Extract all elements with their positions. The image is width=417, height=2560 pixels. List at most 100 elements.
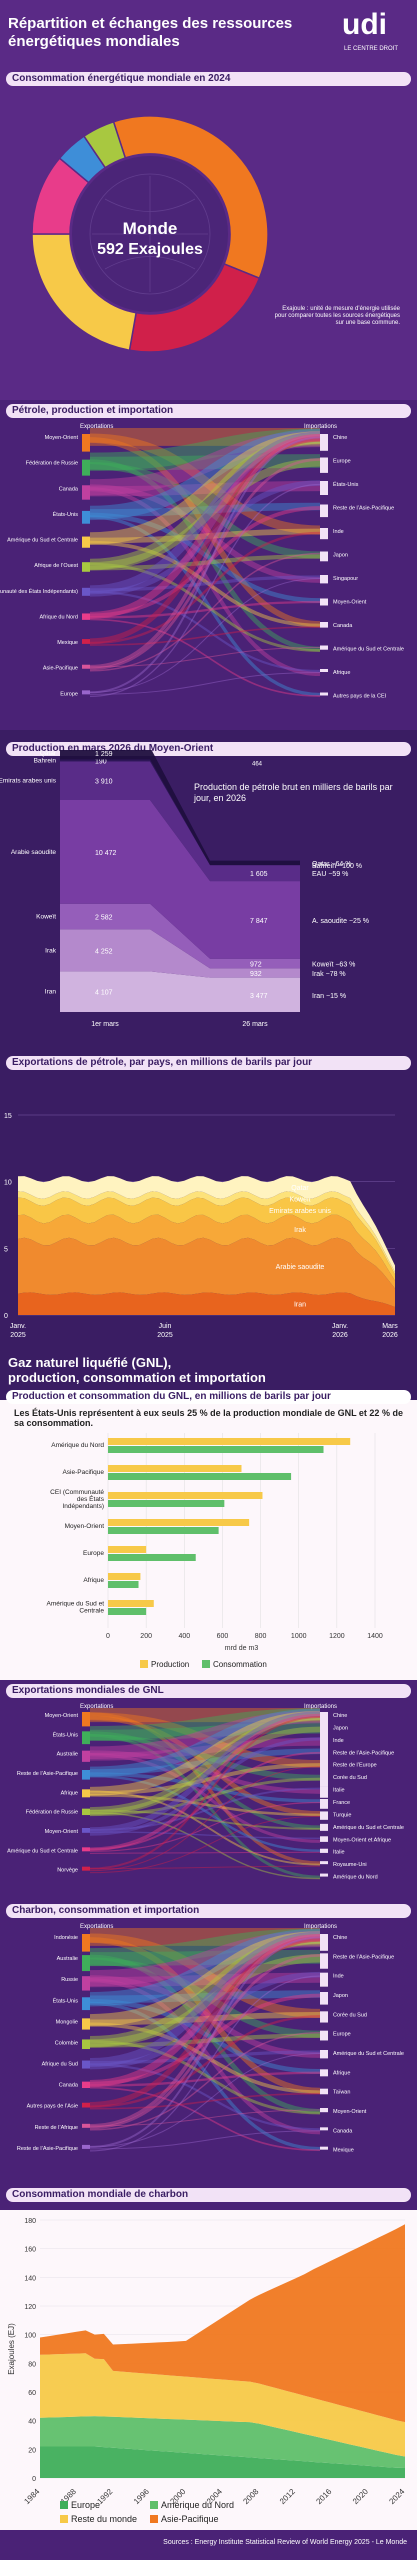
exporter-node (82, 562, 90, 572)
series-area (18, 1214, 395, 1289)
series-area (18, 1237, 395, 1307)
y-axis-label: Exajoules (EJ) (7, 2323, 16, 2375)
series-area (18, 1197, 395, 1281)
importer-node (320, 1992, 328, 2005)
importer-label: Chine (333, 1935, 347, 1941)
importers-title: Importations (304, 1924, 338, 1930)
x-tick: 2008 (241, 2487, 260, 2506)
value-start: 2 582 (95, 914, 113, 921)
x-tick: 0 (106, 1633, 110, 1640)
exporter-node (82, 1976, 90, 1991)
x-label: 26 mars (242, 1021, 268, 1028)
consumption-bar (108, 1527, 219, 1534)
series-label: Emirats arabes unis (269, 1208, 331, 1215)
importer-node (320, 434, 328, 451)
flow-link (89, 672, 321, 695)
country-label: Emirats arabes unis (0, 778, 57, 785)
flow-link (89, 2033, 321, 2048)
flow-link (89, 1794, 321, 1817)
importer-node (320, 2050, 328, 2059)
flow-link (89, 458, 321, 671)
series-label: Arabie saoudite (276, 1264, 325, 1271)
exporter-label: Reste de l’Asie-Pacifique (17, 2146, 78, 2152)
x-label: 2026 (382, 1332, 398, 1339)
flow-link (89, 1931, 321, 2068)
section-band: Production et consommation du GNL, en mi… (6, 1390, 411, 1404)
flow-link (89, 1710, 321, 1759)
flow-link (89, 458, 321, 571)
x-tick: 1000 (291, 1633, 307, 1640)
importer-label: Japon (333, 553, 348, 559)
y-tick: 60 (28, 2390, 36, 2397)
lng-sankey: Moyen-Orient États-Unis Australie Reste de … (7, 1708, 404, 1881)
y-tick: 80 (28, 2361, 36, 2368)
exporter-node (82, 690, 90, 695)
exporters-title: Exportations (80, 1924, 114, 1930)
importers-title: Importations (304, 1704, 338, 1710)
y-tick: 100 (24, 2333, 36, 2340)
flow-link (89, 1936, 321, 2108)
importer-node (320, 1724, 328, 1743)
flow-link (89, 1811, 321, 1880)
flow-link (89, 515, 321, 697)
importer-node (320, 2108, 328, 2113)
x-tick: 1996 (132, 2487, 151, 2506)
country-band (60, 761, 300, 882)
series-area (18, 1191, 395, 1275)
importer-label: Moyen-Orient (333, 600, 367, 606)
change-label: Iran −15 % (312, 993, 346, 1000)
exporter-node (82, 1808, 90, 1816)
x-label: 2025 (10, 1332, 26, 1339)
flow-link (89, 1716, 321, 1870)
flow-link (89, 480, 321, 497)
series-area (18, 1176, 395, 1272)
flow-link (89, 1933, 321, 2047)
coal-sankey-section: Charbon, consommation et importation Exp… (0, 1900, 417, 2180)
flow-link (89, 433, 321, 570)
value-start: 1 259 (95, 751, 113, 758)
oil-sankey: Moyen-Orient Fédération de Russie Canada Ét… (0, 428, 404, 700)
value-end: 464 (252, 761, 263, 767)
lng-subtitle: Les États-Unis représentent à eux seuls … (14, 1408, 403, 1428)
header: Répartition et échanges des ressources é… (0, 0, 417, 70)
importer-label: Inde (333, 529, 344, 535)
legend-swatch (140, 1660, 148, 1668)
importer-node (320, 1848, 328, 1853)
y-tick: 5 (4, 1246, 8, 1253)
coal-sankey: Indonésie Australie Russie États-Unis Mongol… (17, 1928, 404, 2154)
flow-link (89, 1928, 321, 1967)
exporter-node (82, 2123, 90, 2128)
importers-title: Importations (304, 424, 338, 430)
exporter-label: Fédération de Russie (26, 1810, 78, 1816)
legend-swatch (202, 1660, 210, 1668)
change-label: A. saoudite −25 % (312, 918, 369, 925)
exporter-node (82, 1770, 90, 1780)
exajoule-note: Exajoule : unité de mesure d’énergie uti… (274, 306, 400, 326)
flow-link (89, 462, 321, 559)
importer-label: Canada (333, 2128, 353, 2134)
importer-label: Amérique du Sud et Centrale (333, 2051, 404, 2057)
donut-slice (82, 120, 127, 169)
exporter-node (82, 536, 90, 548)
legend-swatch (60, 2515, 68, 2523)
exporter-label: Fédération de Russie (26, 461, 78, 467)
x-tick: 2016 (314, 2487, 333, 2506)
flow-link (89, 2086, 321, 2152)
flow-link (89, 2015, 321, 2108)
exporter-label: Afrique (61, 1790, 78, 1796)
exporter-label: États-Unis (53, 1731, 79, 1738)
value-end: 932 (250, 971, 262, 978)
consumption-bar (108, 1554, 196, 1561)
flow-link (89, 2092, 321, 2110)
flow-link (89, 428, 321, 521)
flow-link (89, 454, 321, 471)
exporter-node (82, 1955, 90, 1972)
flow-link (89, 436, 321, 644)
importer-label: Europe (333, 459, 351, 465)
section-band: Pétrole, production et importation (6, 404, 411, 418)
exporter-label: Moyen-Orient (45, 435, 79, 441)
exporter-label: Reste de l’Afrique (35, 2125, 78, 2131)
importer-label: Reste de l’Asie-Pacifique (333, 1954, 394, 1960)
legend-swatch (150, 2501, 158, 2509)
exporter-node (82, 1750, 90, 1762)
